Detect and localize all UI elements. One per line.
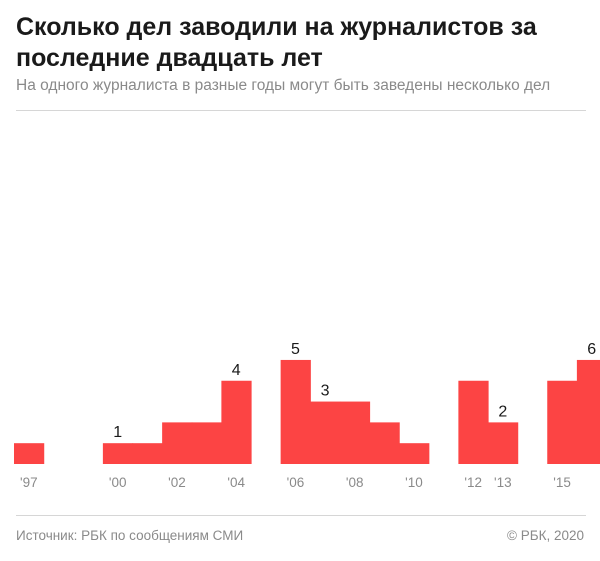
x-tick-label: '06 [287,475,305,490]
bar-2010 [399,443,430,464]
bar-2003 [191,422,222,465]
chart-subtitle: На одного журналиста в разные годы могут… [16,77,551,94]
value-label-2016: 6 [587,341,596,358]
bar-2016 [576,359,600,464]
bar-2006 [280,359,311,464]
bar-chart: '97'00'02'04'06'08'10'12'13'15'17'191453… [14,341,600,490]
x-tick-label: '97 [20,475,38,490]
bar-2007 [310,401,341,464]
bar-2000 [102,443,134,464]
source-note: Источник: РБК по сообщениям СМИ [16,528,244,543]
value-label-2007: 3 [321,383,330,400]
chart-title: Сколько дел заводили на журналистов за п… [16,13,537,72]
x-tick-label: '13 [494,475,512,490]
bar-2004 [221,380,252,464]
value-label-2013: 2 [498,403,507,420]
bar-2012 [458,380,489,464]
bottom-divider [16,515,586,516]
bar-2013 [488,422,519,465]
value-label-2000: 1 [113,424,122,441]
bar-2009 [369,422,400,465]
bar-2008 [339,401,371,464]
x-tick-label: '12 [464,475,482,490]
x-tick-label: '04 [227,475,245,490]
x-tick-label: '08 [346,475,364,490]
value-label-2004: 4 [232,362,241,379]
bar-2015 [547,380,578,464]
value-label-2006: 5 [291,341,300,358]
copyright-note: © РБК, 2020 [507,528,584,543]
bar-1997 [14,443,45,464]
x-tick-label: '00 [109,475,127,490]
x-tick-label: '02 [168,475,186,490]
x-tick-label: '15 [553,475,571,490]
bar-2001 [132,443,163,464]
bar-2002 [162,422,193,465]
top-divider [16,110,586,111]
x-tick-label: '10 [405,475,423,490]
